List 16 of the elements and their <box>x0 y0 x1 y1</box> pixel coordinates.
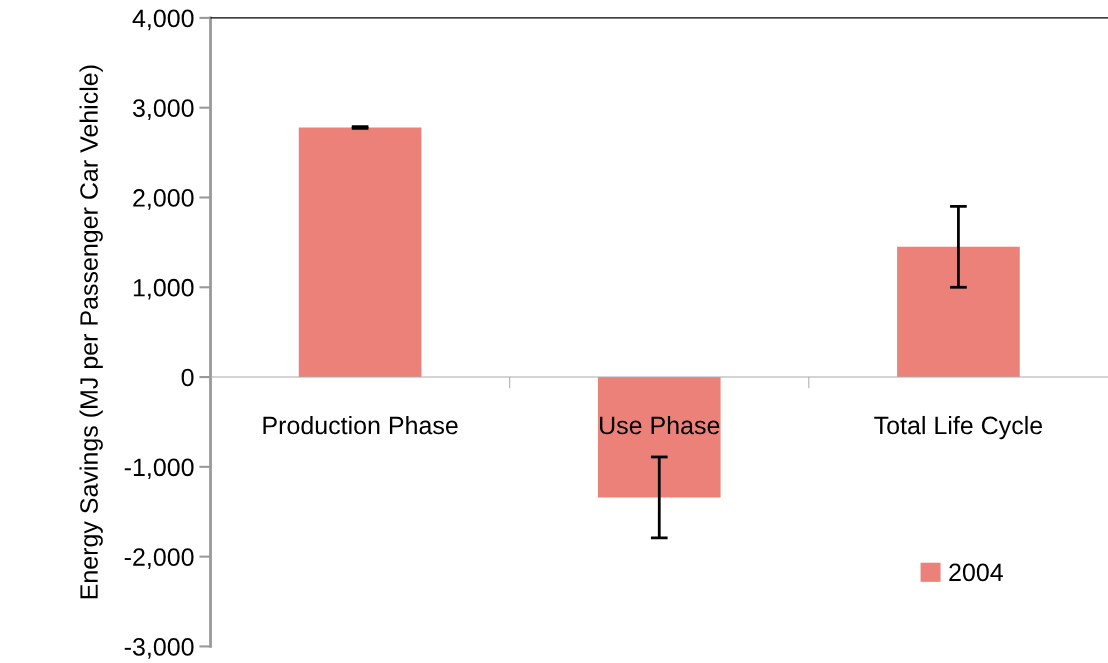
x-tick-label: Production Phase <box>263 415 458 435</box>
y-tick-label: 1,000 <box>133 278 194 300</box>
bar <box>597 377 721 498</box>
y-tick-label: -3,000 <box>124 638 194 659</box>
bar <box>897 246 1020 378</box>
y-tick-label: 2,000 <box>133 189 194 210</box>
x-tick-label: Use Phase <box>600 415 720 435</box>
y-tick-label: 0 <box>181 368 194 387</box>
y-tick-label: 4,000 <box>132 9 194 31</box>
y-tick-label: -1,000 <box>124 458 194 480</box>
legend-label: 2004 <box>949 563 1003 582</box>
x-tick-label: Total Life Cycle <box>874 415 1043 440</box>
bar <box>298 127 422 378</box>
y-tick-label: 3,000 <box>132 99 194 120</box>
y-tick-label: -2,000 <box>124 548 194 569</box>
y-axis-title: Energy Savings (MJ per Passenger Car Vehicle) <box>79 65 103 599</box>
